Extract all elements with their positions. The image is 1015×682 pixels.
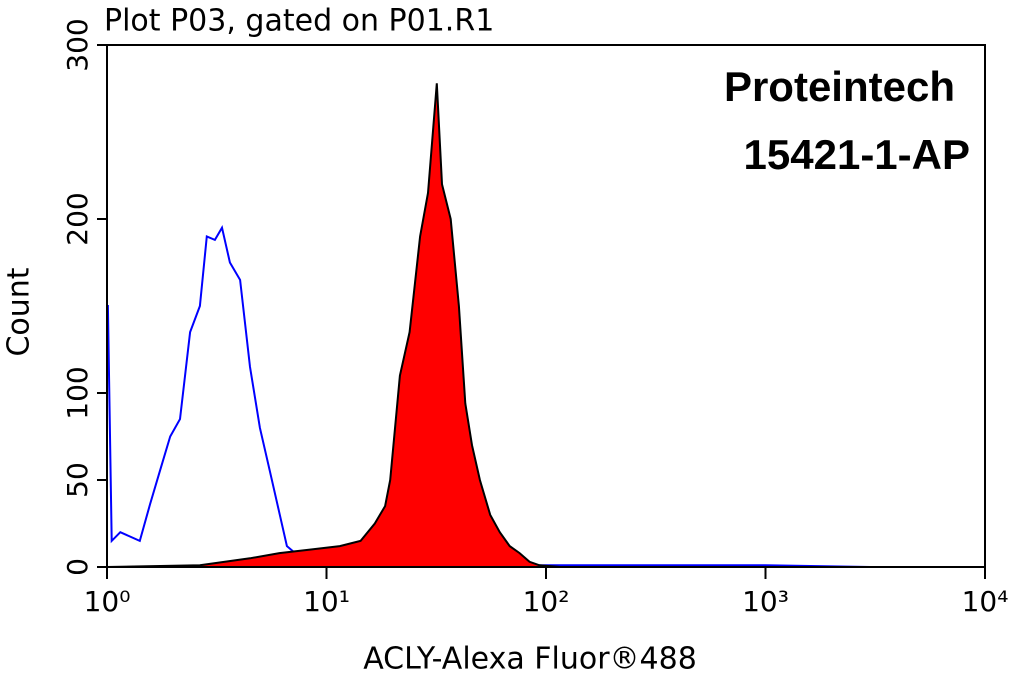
y-tick-label: 300 bbox=[61, 18, 94, 71]
annotation: 15421-1-AP bbox=[744, 131, 970, 178]
annotation: Proteintech bbox=[724, 63, 955, 110]
y-tick-label: 50 bbox=[61, 462, 94, 498]
x-tick-label: 10¹ bbox=[303, 585, 350, 618]
plot-frame bbox=[106, 44, 986, 568]
x-tick-label: 10⁴ bbox=[962, 585, 1009, 618]
chart-title: Plot P03, gated on P01.R1 bbox=[104, 4, 494, 39]
y-tick-label: 0 bbox=[61, 558, 94, 576]
y-tick-label: 200 bbox=[61, 192, 94, 245]
x-tick-label: 10⁰ bbox=[84, 585, 131, 618]
x-tick-label: 10² bbox=[523, 585, 570, 618]
y-tick-label: 100 bbox=[61, 366, 94, 419]
x-tick-label: 10³ bbox=[742, 585, 789, 618]
area bbox=[106, 83, 985, 568]
y-axis-label: Count bbox=[2, 267, 37, 356]
x-axis-label: ACLY-Alexa Fluor®488 bbox=[363, 642, 697, 677]
